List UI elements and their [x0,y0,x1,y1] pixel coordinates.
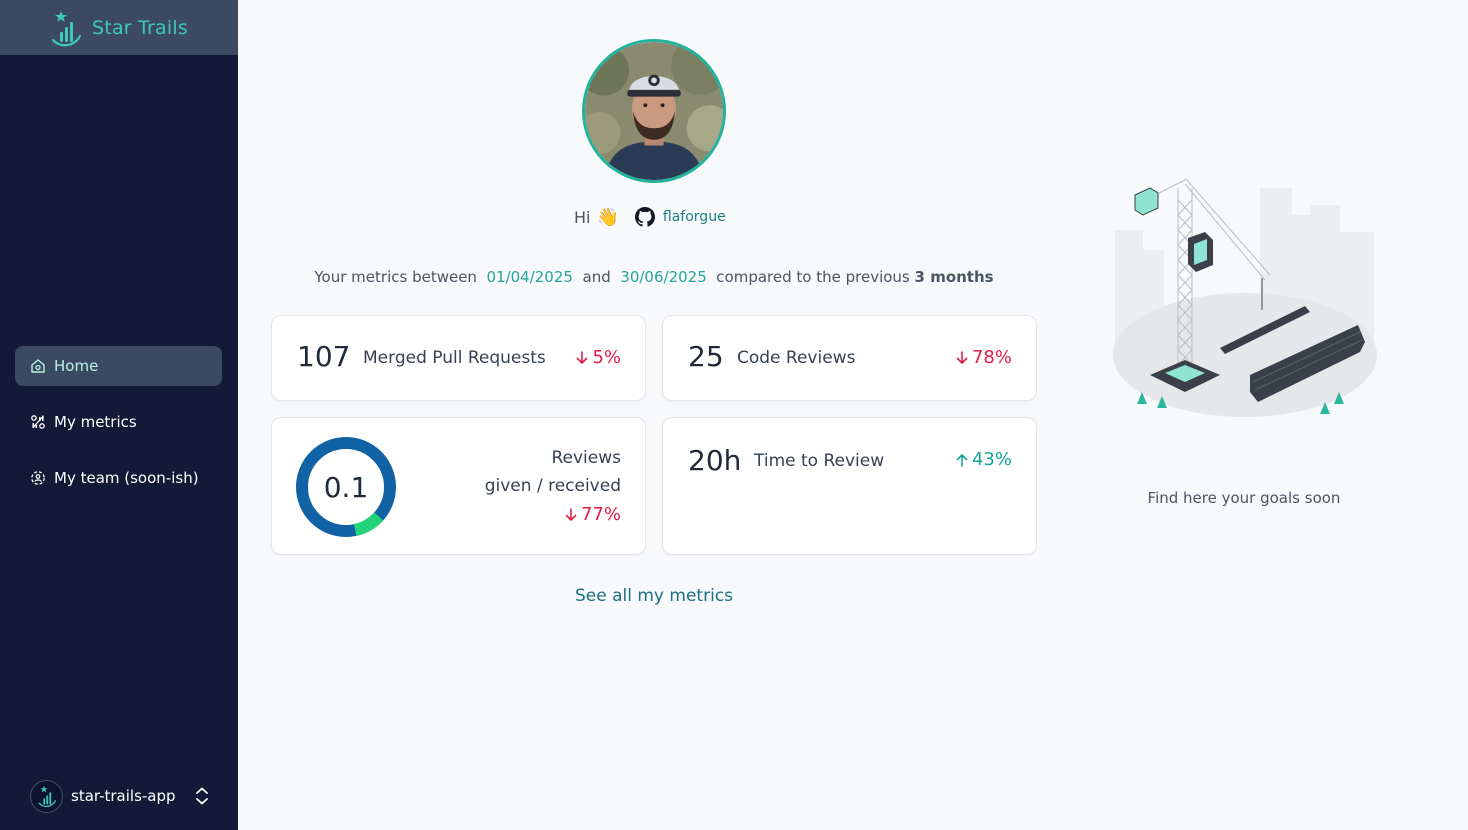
metric-label: Time to Review [754,451,885,471]
metric-card-merged-prs[interactable]: 107 Merged Pull Requests 5% [271,315,646,401]
see-all-metrics-link[interactable]: See all my metrics [574,586,733,606]
bar-chart-star-logo [51,10,82,46]
wave-emoji: 👋 [596,206,619,228]
goals-placeholder-text: Find here your goals soon [1147,489,1341,507]
metrics-icon [31,415,45,429]
app-name: star-trails-app [71,787,176,805]
period-conj: and [582,268,611,286]
metric-delta-value: 78% [971,347,1012,368]
github-icon [634,207,655,227]
metric-value: 25 [688,340,724,373]
metric-value: 0.1 [323,470,369,504]
period-end-date[interactable]: 30/06/2025 [620,268,707,286]
metric-delta-value: 5% [592,347,621,368]
greeting-row: Hi 👋 flaforgue [574,205,726,229]
metric-delta: 5% [576,347,621,368]
sidebar: Star Trails Home My metrics [0,0,238,830]
sidebar-item-home[interactable]: Home [15,346,222,386]
team-icon [31,471,45,485]
period-start-date[interactable]: 01/04/2025 [486,268,573,286]
sidebar-item-my-team[interactable]: My team (soon-ish) [15,458,222,498]
metric-label: Code Reviews [737,348,856,368]
sidebar-item-my-metrics[interactable]: My metrics [15,402,222,442]
metric-label-line2: given / received [484,476,621,496]
period-window: 3 months [914,268,994,286]
chevron-up-down-icon [196,787,208,805]
user-photo [585,42,723,180]
construction-crane-illustration [1113,177,1377,417]
review-ratio-donut [296,437,396,537]
metric-label-line1: Reviews [551,448,621,468]
metric-delta: 77% [565,504,621,525]
metric-card-code-reviews[interactable]: 25 Code Reviews 78% [662,315,1037,401]
github-profile-link[interactable]: flaforgue [634,207,726,227]
metric-card-review-ratio[interactable]: 0.1 Reviews given / received 77% [271,417,646,555]
metric-delta: 43% [956,449,1012,470]
sidebar-item-label: My team (soon-ish) [54,469,199,487]
period-suffix: compared to the previous [716,268,910,286]
home-icon [31,359,45,373]
github-username: flaforgue [662,209,726,225]
arrow-down-icon [956,350,968,364]
sidebar-item-label: My metrics [54,413,137,431]
avatar [582,39,726,183]
app-logo-icon [38,785,56,807]
arrow-up-icon [956,453,968,467]
metric-card-time-to-review[interactable]: 20h Time to Review 43% [662,417,1037,555]
metric-label: Merged Pull Requests [363,348,546,368]
sidebar-nav: Home My metrics My team (soon-ish) [15,346,222,514]
metric-label: Reviews given / received [485,444,621,500]
metric-delta-value: 77% [580,504,621,525]
brand-name: Star Trails [92,16,188,39]
sidebar-item-label: Home [54,357,99,375]
arrow-down-icon [577,350,588,364]
review-ratio-donut-segment [296,437,396,537]
period-summary: Your metrics between 01/04/2025 and 30/0… [271,268,1037,286]
greeting-text: Hi [574,207,591,227]
metric-delta: 78% [956,347,1012,368]
arrow-down-icon [565,507,577,521]
metric-value: 20h [688,444,742,477]
app-avatar [30,779,63,813]
app-switcher[interactable]: star-trails-app [30,779,210,813]
metric-delta-value: 43% [971,449,1012,470]
period-prefix: Your metrics between [314,268,477,286]
brand-header[interactable]: Star Trails [0,0,238,55]
metric-value: 107 [297,340,351,373]
